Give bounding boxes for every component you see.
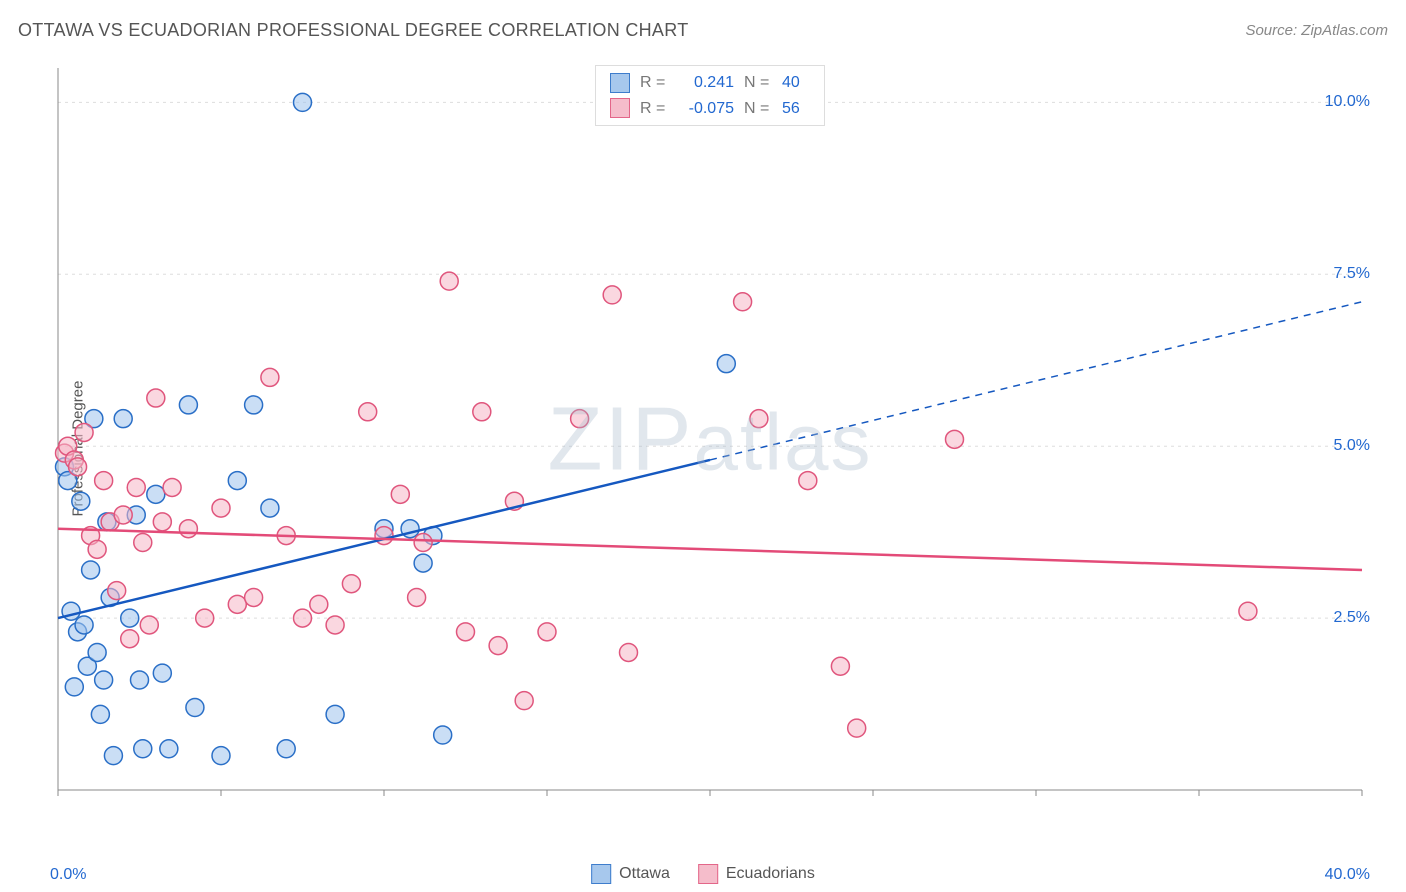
legend-row-ecuadorians: R = -0.075 N = 56	[610, 96, 810, 122]
r-label: R =	[640, 96, 668, 122]
source-attribution: Source: ZipAtlas.com	[1245, 22, 1388, 39]
swatch-ottawa	[610, 73, 630, 93]
n-label: N =	[744, 96, 772, 122]
y-tick-label: 7.5%	[1334, 265, 1370, 283]
y-axis-label-wrap: Professional Degree	[10, 440, 30, 460]
x-axis-max: 40.0%	[1325, 866, 1370, 884]
y-tick-label: 5.0%	[1334, 437, 1370, 455]
y-tick-label: 10.0%	[1325, 93, 1370, 111]
legend-item-ottawa: Ottawa	[591, 864, 670, 884]
n-value-ottawa: 40	[782, 70, 810, 96]
legend-bottom: Ottawa Ecuadorians	[591, 864, 815, 884]
r-value-ecuadorians: -0.075	[678, 96, 734, 122]
r-label: R =	[640, 70, 668, 96]
plot-area: R = 0.241 N = 40 R = -0.075 N = 56 ZIPat…	[50, 60, 1370, 820]
r-value-ottawa: 0.241	[678, 70, 734, 96]
chart-title: OTTAWA VS ECUADORIAN PROFESSIONAL DEGREE…	[18, 20, 689, 41]
legend-label-ottawa: Ottawa	[619, 865, 670, 883]
chart-svg	[50, 60, 1370, 820]
swatch-ecuadorians	[610, 98, 630, 118]
swatch-ottawa	[591, 864, 611, 884]
legend-row-ottawa: R = 0.241 N = 40	[610, 70, 810, 96]
n-label: N =	[744, 70, 772, 96]
chart-header: OTTAWA VS ECUADORIAN PROFESSIONAL DEGREE…	[18, 20, 1388, 41]
n-value-ecuadorians: 56	[782, 96, 810, 122]
x-axis-min: 0.0%	[50, 866, 86, 884]
y-tick-label: 2.5%	[1334, 609, 1370, 627]
legend-item-ecuadorians: Ecuadorians	[698, 864, 815, 884]
legend-label-ecuadorians: Ecuadorians	[726, 865, 815, 883]
correlation-legend: R = 0.241 N = 40 R = -0.075 N = 56	[595, 65, 825, 126]
swatch-ecuadorians	[698, 864, 718, 884]
